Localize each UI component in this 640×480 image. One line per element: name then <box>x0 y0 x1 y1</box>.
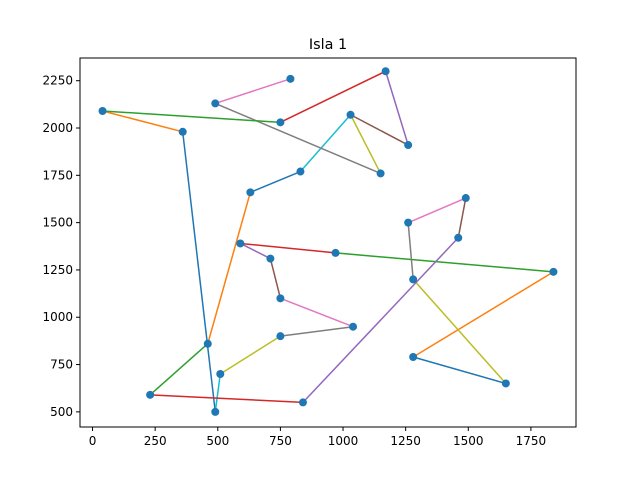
x-tick-label: 0 <box>89 434 97 448</box>
route-segment <box>150 394 303 404</box>
route-segment <box>149 343 209 396</box>
route-segment <box>239 242 271 260</box>
route-segment <box>299 114 352 173</box>
x-tick-label: 500 <box>206 434 229 448</box>
route-point <box>346 110 355 119</box>
route-point <box>276 294 285 303</box>
y-tick-label: 2250 <box>42 74 73 88</box>
route-point <box>331 248 340 257</box>
route-point <box>454 233 463 242</box>
route-segment <box>412 356 507 385</box>
x-tick-label: 1750 <box>516 434 547 448</box>
route-point <box>236 239 245 248</box>
y-tick-label: 2000 <box>42 121 73 135</box>
route-segment <box>280 325 354 337</box>
x-axis: 0 250 500 750 1000 1250 1500 1750 <box>89 427 546 448</box>
x-tick-label: 250 <box>144 434 167 448</box>
y-axis: 500 750 1000 1250 1500 1750 2000 2250 <box>42 74 80 419</box>
route-point <box>409 352 418 361</box>
chart-title: Isla 1 <box>309 37 347 53</box>
route-segment <box>384 71 409 146</box>
route-point <box>461 194 470 203</box>
route-segment <box>280 70 386 124</box>
x-tick-label: 1000 <box>328 434 359 448</box>
route-segment <box>335 252 554 273</box>
route-segment <box>412 278 507 384</box>
route-segment <box>240 242 336 254</box>
route-segment <box>457 197 467 238</box>
y-tick-label: 1250 <box>42 263 73 277</box>
route-point <box>146 390 155 399</box>
plot-frame <box>79 57 577 428</box>
route-segment <box>215 78 291 105</box>
route-segment <box>280 297 354 328</box>
route-point <box>266 254 275 263</box>
route-point <box>296 167 305 176</box>
route-point <box>286 74 295 83</box>
route-segment <box>412 271 554 358</box>
route-segment <box>269 258 282 299</box>
route-point <box>211 407 220 416</box>
route-point <box>549 267 558 276</box>
route-segment <box>214 373 222 412</box>
route-segment <box>181 131 217 412</box>
route-point <box>404 218 413 227</box>
route-point <box>98 106 107 115</box>
y-tick-label: 1750 <box>42 168 73 182</box>
route-point <box>381 67 390 76</box>
route-segment <box>407 197 467 224</box>
route-segment <box>302 237 459 403</box>
route-point <box>404 141 413 150</box>
route-segment <box>349 114 382 174</box>
route-segment <box>250 170 301 194</box>
route-point <box>178 127 187 136</box>
route-segment <box>214 102 381 175</box>
route-segment <box>350 114 409 146</box>
route-point <box>409 275 418 284</box>
route-point <box>298 398 307 407</box>
y-tick-label: 1500 <box>42 216 73 230</box>
route-segment <box>102 110 183 133</box>
route-point <box>276 332 285 341</box>
route-point <box>276 118 285 127</box>
route-points <box>98 67 558 416</box>
route-point <box>376 169 385 178</box>
route-segment <box>407 222 414 280</box>
route-point <box>501 379 510 388</box>
x-tick-label: 1250 <box>390 434 421 448</box>
route-point <box>349 322 358 331</box>
route-point <box>246 188 255 197</box>
route-point <box>211 99 220 108</box>
route-point <box>216 370 225 379</box>
route-segment <box>102 110 281 124</box>
x-tick-label: 1500 <box>453 434 484 448</box>
route-segment <box>219 335 281 375</box>
y-tick-label: 750 <box>50 358 73 372</box>
y-tick-label: 500 <box>50 405 73 419</box>
x-tick-label: 750 <box>269 434 292 448</box>
route-segments <box>102 70 554 412</box>
route-segment <box>207 192 252 344</box>
y-tick-label: 1000 <box>42 310 73 324</box>
route-point <box>203 339 212 348</box>
